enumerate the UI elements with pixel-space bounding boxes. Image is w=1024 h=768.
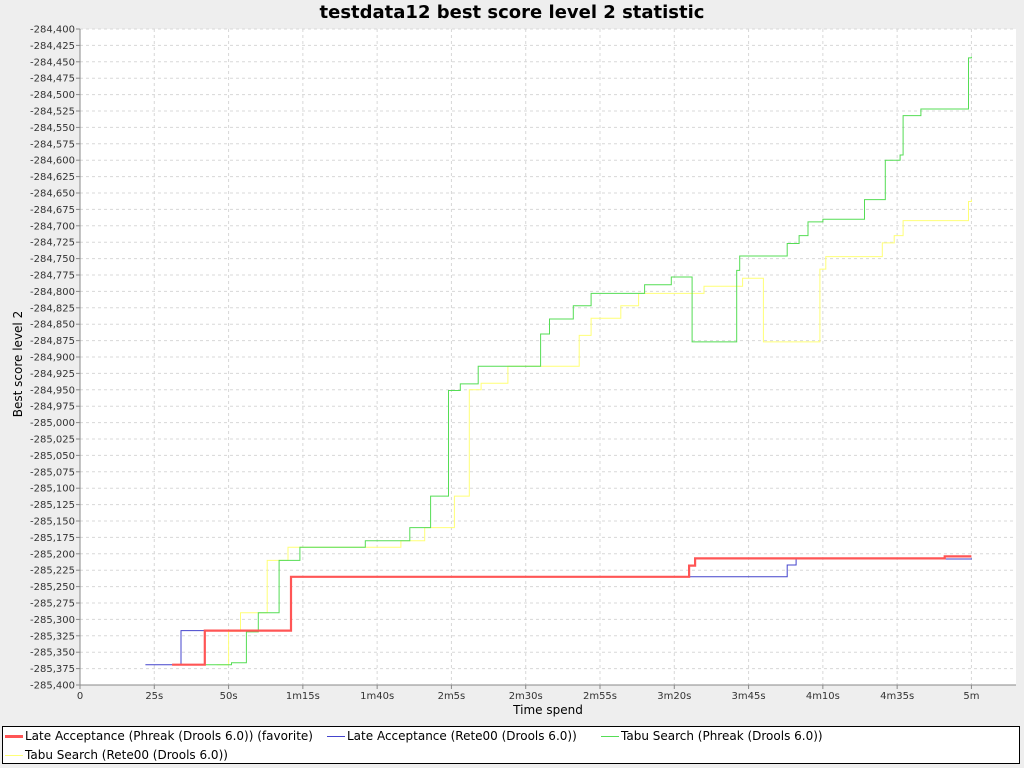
y-tick-label: -284,525 [30,107,75,118]
legend-item-1: Late Acceptance (Rete00 (Drools 6.0)) [327,729,577,743]
y-tick-label: -285,175 [30,533,75,544]
y-tick-label: -284,725 [30,238,75,249]
y-tick-label: -285,275 [30,599,75,610]
series-layer [145,56,972,666]
x-tick-label: 1m15s [286,691,320,702]
y-tick-label: -284,600 [30,156,75,167]
y-tick-label: -284,875 [30,336,75,347]
chart-title: testdata12 best score level 2 statistic [320,2,705,23]
y-axis-label: Best score level 2 [11,311,25,417]
y-tick-label: -284,900 [30,353,75,364]
x-tick-label: 2m5s [438,691,466,702]
legend-label-0: Late Acceptance (Phreak (Drools 6.0)) (f… [25,729,313,743]
y-axis-ticks: -284,400 -284,425 -284,450 -284,475 -284,500… [30,25,80,692]
y-tick-label: -284,425 [30,41,75,52]
y-tick-label: -285,300 [30,615,75,626]
x-tick-label: 25s [145,691,163,702]
y-tick-label: -285,350 [30,648,75,659]
y-tick-label: -284,850 [30,320,75,331]
y-tick-label: -284,950 [30,385,75,396]
legend-swatch-3 [5,754,23,756]
y-tick-label: -284,475 [30,74,75,85]
series-line-2 [198,56,972,666]
y-tick-label: -284,775 [30,271,75,282]
score-chart: testdata12 best score level 2 statistic … [11,2,1016,717]
x-tick-label: 5m [963,691,979,702]
y-tick-label: -285,025 [30,435,75,446]
y-tick-label: -284,500 [30,90,75,101]
y-tick-label: -285,125 [30,500,75,511]
y-tick-label: -284,700 [30,221,75,232]
grid-lines [79,28,1016,686]
legend-item-2: Tabu Search (Phreak (Drools 6.0)) [601,729,823,743]
series-line-0 [172,555,972,666]
y-tick-label: -284,650 [30,189,75,200]
y-tick-label: -284,925 [30,369,75,380]
y-tick-label: -285,000 [30,418,75,429]
legend-swatch-1 [327,735,345,737]
legend-swatch-0 [5,734,23,738]
y-tick-label: -284,450 [30,57,75,68]
series-line-3 [216,199,972,666]
legend-label-2: Tabu Search (Phreak (Drools 6.0)) [621,729,823,743]
y-tick-label: -285,225 [30,566,75,577]
legend-label-1: Late Acceptance (Rete00 (Drools 6.0)) [347,729,577,743]
x-tick-label: 50s [220,691,238,702]
legend-item-0: Late Acceptance (Phreak (Drools 6.0)) (f… [5,729,313,743]
y-tick-label: -284,975 [30,402,75,413]
x-tick-label: 2m55s [583,691,617,702]
y-tick-label: -284,550 [30,123,75,134]
y-tick-label: -285,325 [30,631,75,642]
chart-legend: Late Acceptance (Phreak (Drools 6.0)) (f… [2,726,1020,764]
legend-item-3: Tabu Search (Rete00 (Drools 6.0)) [5,748,228,762]
y-tick-label: -284,625 [30,172,75,183]
y-tick-label: -285,050 [30,451,75,462]
y-tick-label: -285,250 [30,582,75,593]
x-axis-label: Time spend [512,703,583,717]
y-tick-label: -284,400 [30,25,75,36]
y-tick-label: -285,100 [30,484,75,495]
y-tick-label: -285,200 [30,549,75,560]
x-tick-label: 1m40s [360,691,394,702]
x-axis-ticks: 0 25s 50s 1m15s 1m40s 2m5s 2m30s 2m55s 3m20s 3m45… [77,685,979,702]
x-tick-label: 2m30s [509,691,543,702]
y-tick-label: -285,400 [30,681,75,692]
y-tick-label: -284,575 [30,139,75,150]
y-tick-label: -285,075 [30,467,75,478]
x-tick-label: 3m20s [657,691,691,702]
y-tick-label: -285,150 [30,517,75,528]
x-tick-label: 0 [77,691,83,702]
legend-swatch-2 [601,735,619,737]
y-tick-label: -284,675 [30,205,75,216]
y-tick-label: -284,750 [30,254,75,265]
x-tick-label: 4m35s [880,691,914,702]
x-tick-label: 4m10s [806,691,840,702]
y-tick-label: -284,825 [30,303,75,314]
y-tick-label: -284,800 [30,287,75,298]
y-tick-label: -285,375 [30,664,75,675]
legend-label-3: Tabu Search (Rete00 (Drools 6.0)) [25,748,228,762]
x-tick-label: 3m45s [732,691,766,702]
